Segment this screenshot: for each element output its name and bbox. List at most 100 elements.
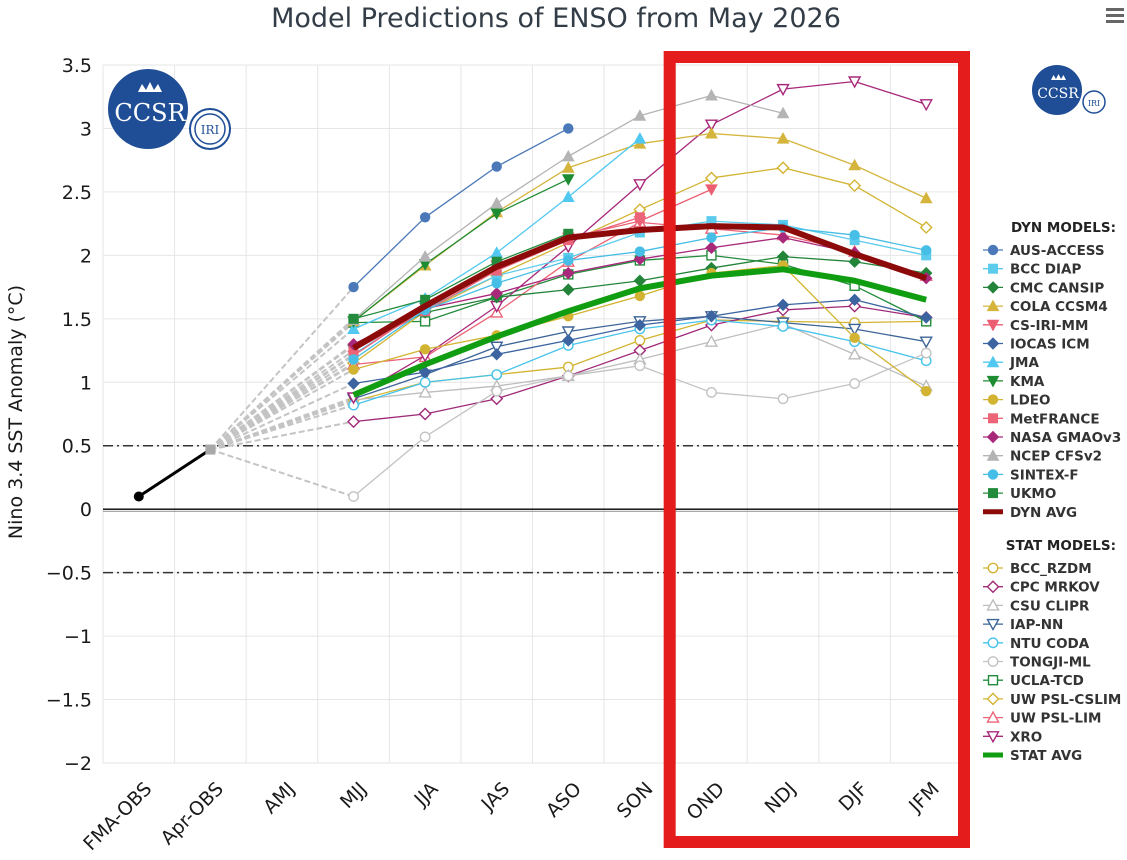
legend-label: IAP-NN bbox=[1010, 617, 1063, 633]
legend-item[interactable]: NTU CODA bbox=[983, 636, 1090, 652]
legend-item[interactable]: NCEP CFSv2 bbox=[983, 449, 1102, 465]
data-point bbox=[986, 375, 1000, 388]
legend-label: CMC CANSIP bbox=[1010, 280, 1104, 296]
legend-item[interactable]: IAP-NN bbox=[983, 617, 1063, 633]
data-point bbox=[490, 348, 503, 361]
legend-item[interactable]: UW PSL-CSLIM bbox=[983, 692, 1121, 708]
legend-label: STAT AVG bbox=[1010, 748, 1082, 764]
legend-item[interactable]: BCC_RZDM bbox=[983, 561, 1092, 577]
legend-item[interactable]: COLA CCSM4 bbox=[983, 299, 1108, 315]
data-point bbox=[348, 281, 359, 293]
series-stat-avg bbox=[352, 266, 927, 398]
data-point bbox=[419, 376, 431, 388]
data-point bbox=[563, 123, 574, 134]
legend-item[interactable]: SINTEX-F bbox=[983, 467, 1079, 483]
data-point bbox=[634, 290, 646, 302]
series-jma bbox=[347, 132, 647, 334]
legend-item[interactable]: UCLA-TCD bbox=[983, 673, 1084, 689]
connector-line bbox=[209, 321, 355, 451]
legend-item[interactable]: IOCAS ICM bbox=[983, 337, 1090, 353]
data-point bbox=[776, 298, 790, 312]
data-point bbox=[919, 191, 933, 204]
data-point bbox=[987, 244, 999, 256]
legend-item[interactable]: UKMO bbox=[983, 486, 1056, 502]
data-point bbox=[348, 491, 359, 502]
legend-item[interactable]: XRO bbox=[983, 729, 1042, 745]
legend-item[interactable]: CS-IRI-MM bbox=[983, 318, 1088, 334]
legend-item[interactable]: KMA bbox=[983, 374, 1045, 390]
x-tick-label: OND bbox=[682, 778, 729, 825]
data-point bbox=[776, 106, 790, 119]
legend-item[interactable]: CPC MRKOV bbox=[983, 580, 1100, 596]
data-point bbox=[987, 675, 999, 686]
data-point bbox=[705, 88, 718, 101]
series-tongji-ml bbox=[348, 347, 932, 502]
series-aus-access bbox=[348, 123, 574, 293]
legend-item[interactable]: NASA GMAOv3 bbox=[983, 430, 1121, 446]
data-point bbox=[490, 196, 504, 209]
legend-item[interactable]: DYN AVG bbox=[983, 505, 1077, 521]
data-point bbox=[704, 119, 719, 132]
x-tick-label: Apr-OBS bbox=[157, 778, 228, 849]
data-point bbox=[633, 132, 647, 144]
observed-point bbox=[205, 444, 216, 455]
data-point bbox=[777, 393, 789, 405]
data-point bbox=[848, 299, 862, 313]
data-point bbox=[920, 311, 933, 324]
data-point bbox=[919, 336, 933, 349]
data-point bbox=[986, 598, 1000, 611]
logo-small-main-text: CCSR bbox=[1037, 86, 1079, 102]
legend-item[interactable]: TONGJI-ML bbox=[983, 655, 1091, 671]
data-point bbox=[562, 334, 575, 347]
data-point bbox=[986, 449, 1000, 461]
legend-label: COLA CCSM4 bbox=[1010, 299, 1108, 315]
observed-line bbox=[137, 448, 212, 498]
legend-label: LDEO bbox=[1010, 393, 1051, 409]
legend-item[interactable]: AUS-ACCESS bbox=[983, 243, 1105, 259]
data-point bbox=[633, 179, 647, 192]
legend-label: XRO bbox=[1010, 729, 1042, 745]
logo-sub-text: IRI bbox=[201, 123, 220, 137]
legend-label: AUS-ACCESS bbox=[1010, 243, 1105, 259]
connector-line bbox=[210, 448, 354, 498]
data-point bbox=[418, 407, 432, 421]
legend-item[interactable]: BCC DIAP bbox=[983, 262, 1081, 278]
legend-label: IOCAS ICM bbox=[1010, 337, 1090, 353]
data-point bbox=[490, 246, 504, 258]
legend-item[interactable]: UW PSL-LIM bbox=[983, 711, 1101, 727]
y-tick-label: −1 bbox=[64, 626, 92, 648]
legend-label: BCC_RZDM bbox=[1010, 561, 1092, 577]
legend-item[interactable]: STAT AVG bbox=[983, 748, 1082, 764]
data-point bbox=[921, 245, 932, 256]
legend-label: JMA bbox=[1009, 355, 1039, 371]
series-iocas-icm bbox=[347, 293, 933, 390]
observed-series bbox=[133, 444, 216, 502]
data-point bbox=[562, 283, 575, 296]
legend-label: TONGJI-ML bbox=[1010, 655, 1091, 671]
menu-button[interactable] bbox=[1100, 4, 1126, 28]
data-point bbox=[777, 321, 789, 332]
legend-item[interactable]: LDEO bbox=[983, 393, 1051, 409]
data-point bbox=[986, 281, 1000, 294]
data-point bbox=[705, 184, 718, 196]
data-point bbox=[418, 365, 432, 379]
data-point bbox=[704, 171, 718, 185]
legend-label: UCLA-TCD bbox=[1010, 673, 1084, 689]
series-line bbox=[353, 178, 569, 322]
legend-item[interactable]: JMA bbox=[983, 355, 1039, 371]
legend-item[interactable]: MetFRANCE bbox=[983, 411, 1100, 427]
legend-item[interactable]: CMC CANSIP bbox=[983, 280, 1104, 296]
data-point bbox=[986, 355, 1000, 368]
series-xro bbox=[346, 76, 933, 405]
series-line bbox=[353, 233, 569, 320]
x-tick-label: NDJ bbox=[761, 778, 801, 818]
connector-line bbox=[210, 396, 354, 451]
data-point bbox=[848, 293, 861, 306]
legend-item[interactable]: CSU CLIPR bbox=[983, 598, 1090, 614]
series-ukmo bbox=[348, 228, 574, 324]
data-point bbox=[633, 318, 647, 332]
x-tick-label: JAS bbox=[477, 778, 515, 816]
y-tick-label: −0.5 bbox=[46, 563, 92, 585]
y-tick-label: 0.5 bbox=[62, 436, 92, 458]
data-point bbox=[987, 656, 999, 667]
